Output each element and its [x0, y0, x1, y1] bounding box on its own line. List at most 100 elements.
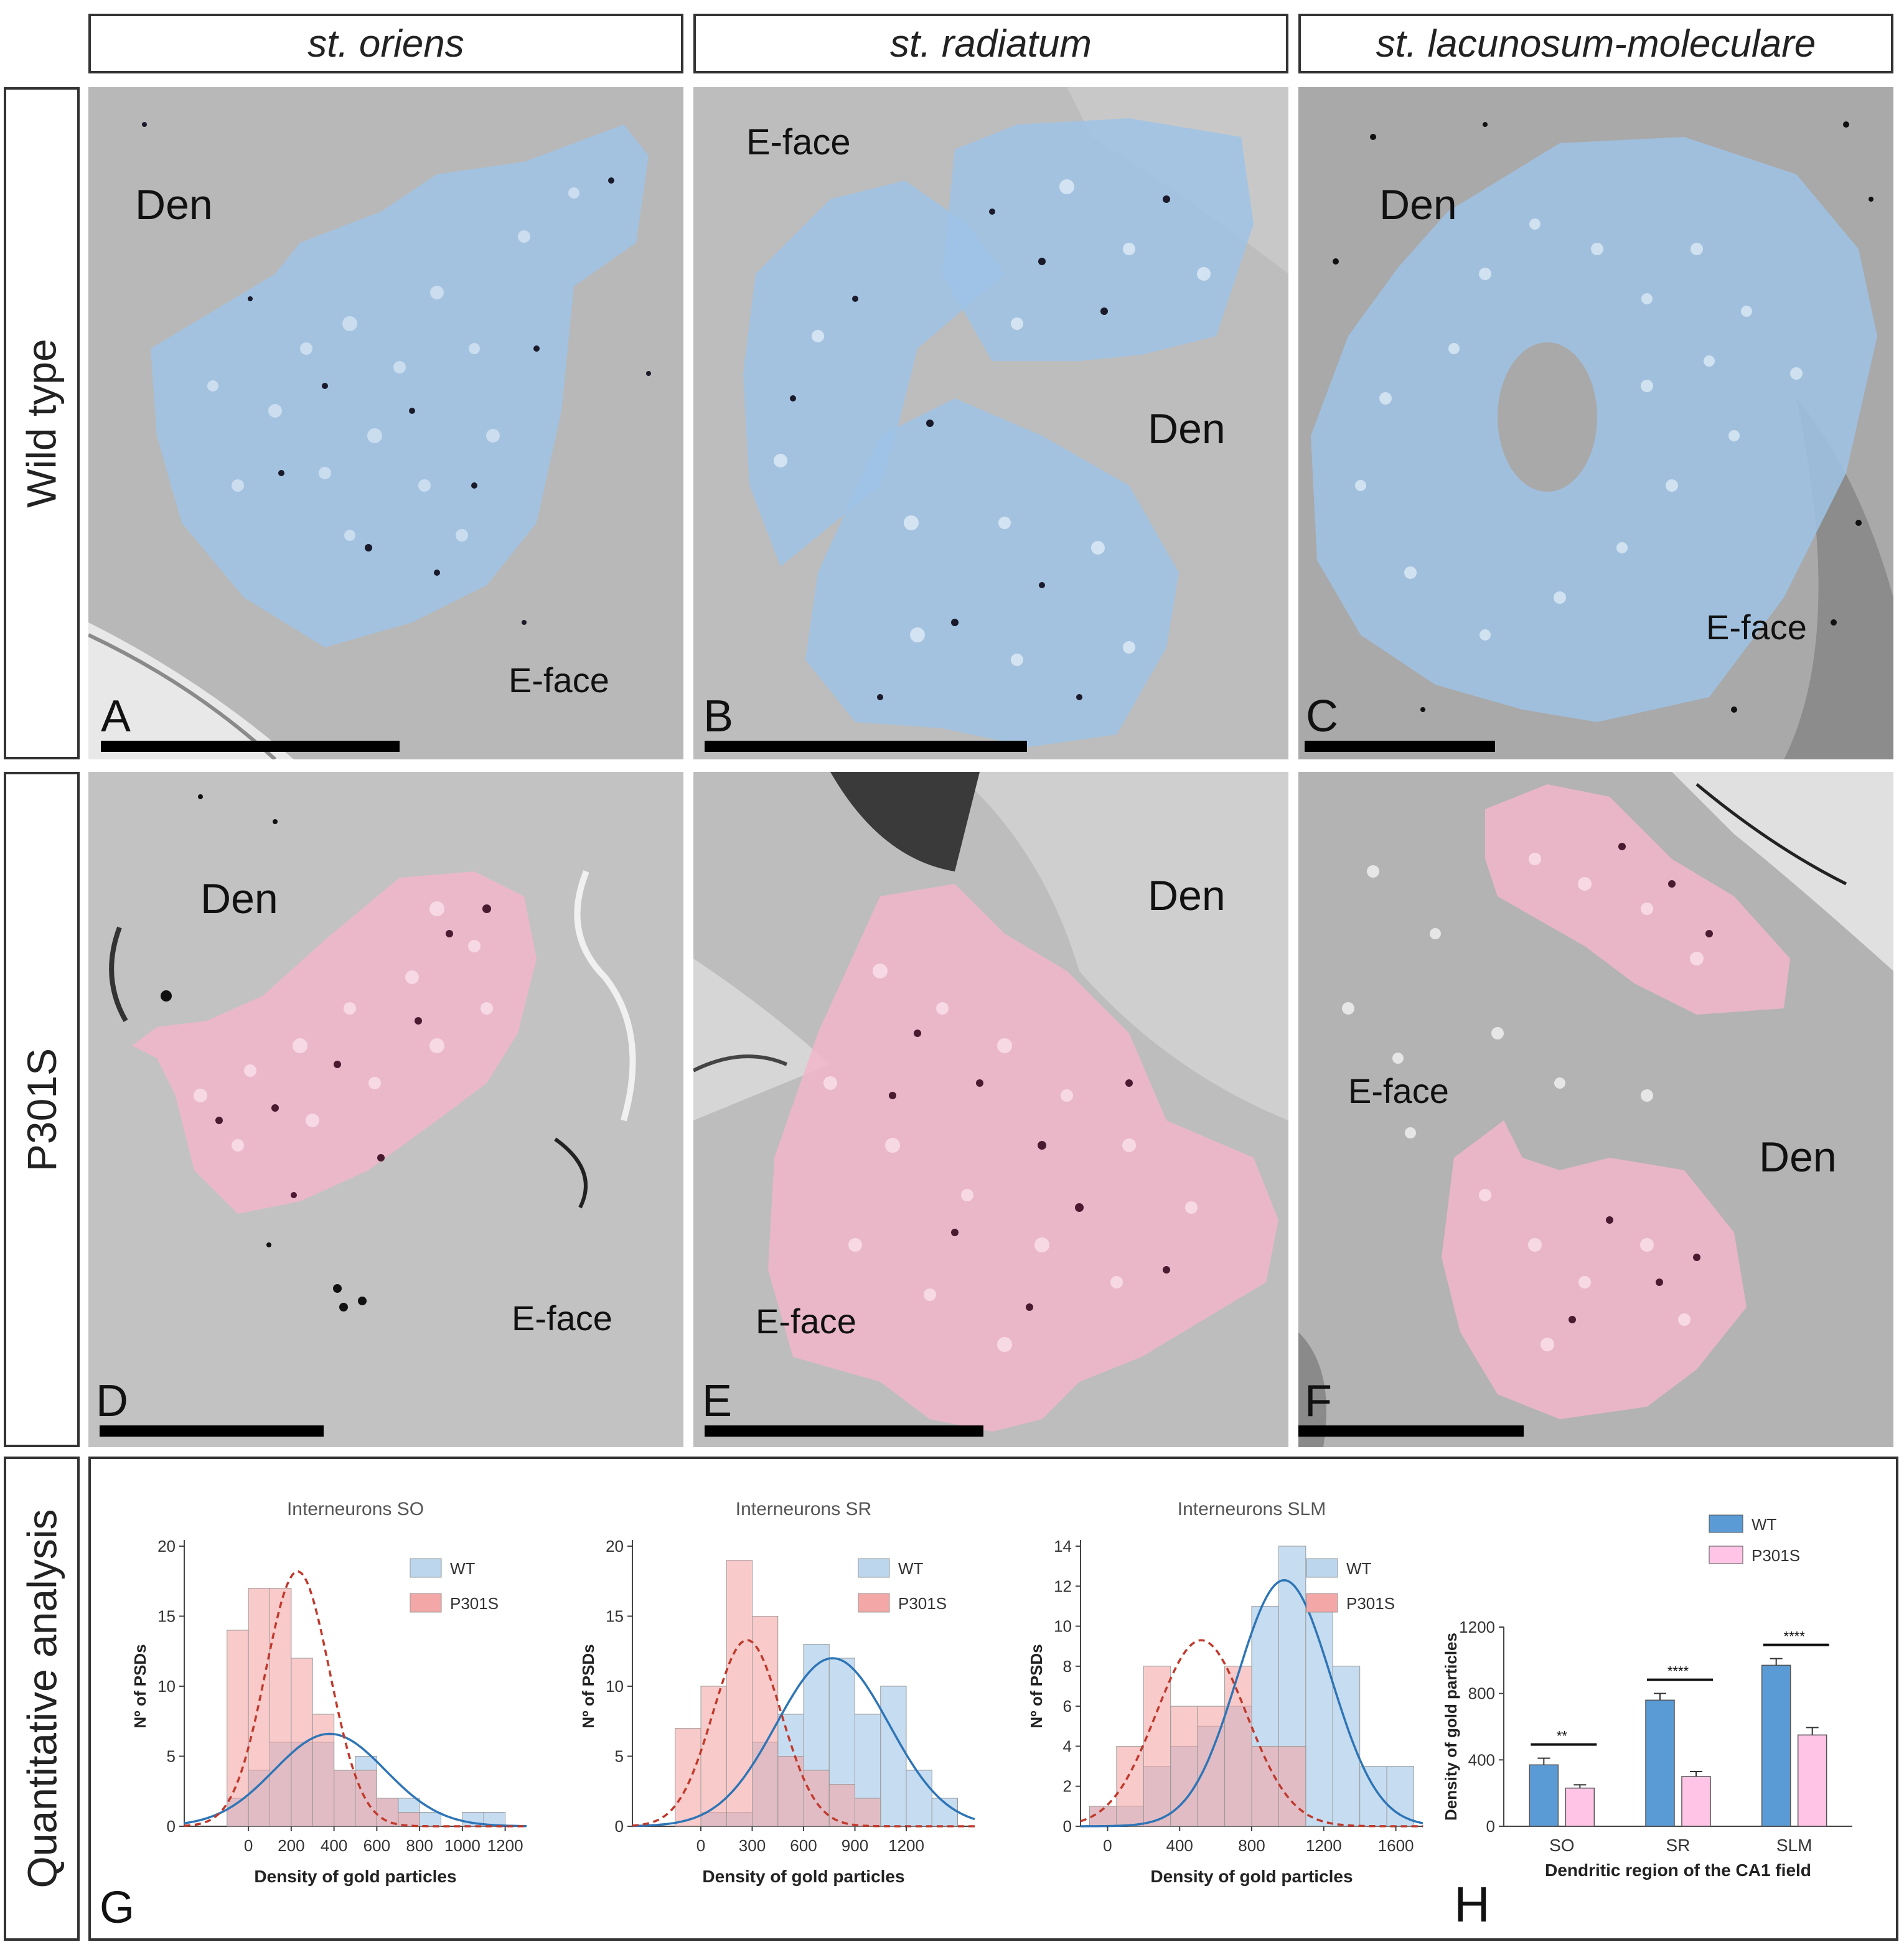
x-tick-label: 400: [321, 1836, 347, 1855]
bar-wt-sr: [1645, 1699, 1675, 1827]
scale-bar: [705, 741, 1027, 752]
x-axis-label: Density of gold particles: [702, 1867, 904, 1886]
x-tick-label: 600: [363, 1836, 390, 1855]
hist-bar-p301s: [675, 1728, 701, 1827]
hist-bar-p301s: [700, 1686, 727, 1827]
column-header-radiatum: st. radiatum: [693, 14, 1288, 73]
panel-letter-c: C: [1306, 692, 1338, 741]
hist-bar-wt: [1359, 1766, 1387, 1827]
bar-wt-so: [1529, 1764, 1559, 1827]
label-eface: E-face: [512, 1298, 612, 1338]
legend-label: P301S: [898, 1594, 947, 1613]
chart-title: Interneurons SO: [287, 1499, 424, 1519]
fit-curve-wt: [632, 1657, 975, 1828]
y-tick-label: 10: [606, 1677, 624, 1696]
micrograph-e-image: [693, 772, 1288, 1447]
micrograph-a-image: [88, 87, 683, 759]
label-den: Den: [1148, 872, 1226, 919]
hist-bar-p301s: [777, 1756, 804, 1827]
hist-bar-p301s: [291, 1658, 313, 1827]
panel-letter-a: A: [101, 692, 131, 741]
panel-letter-g: G: [100, 1883, 135, 1933]
quantitative-panel: Interneurons SO 0 5 10 15 20 0 200 400 600 800 1000…: [88, 1457, 1898, 1941]
legend-swatch-p301s: [1709, 1546, 1743, 1564]
row-label-text: Wild type: [19, 339, 65, 508]
y-tick-label: 400: [1468, 1750, 1495, 1769]
x-tick-label: 1000: [444, 1836, 481, 1855]
hist-bar-p301s: [1143, 1666, 1171, 1827]
x-tick-label: 600: [790, 1836, 817, 1855]
legend-label: WT: [1752, 1515, 1777, 1534]
y-tick-label: 10: [157, 1677, 176, 1696]
panel-letter-e: E: [702, 1376, 733, 1426]
micrograph-c-image: [1298, 87, 1893, 759]
micrograph-b-image: [693, 87, 1288, 759]
hist-bar-p301s: [1278, 1745, 1306, 1827]
y-tick-label: 2: [1063, 1777, 1072, 1796]
y-tick-label: 1200: [1459, 1618, 1495, 1636]
chart-title: Interneurons SR: [736, 1499, 871, 1519]
x-tick-label: SR: [1666, 1836, 1691, 1855]
x-axis-label: Density of gold particles: [254, 1867, 456, 1886]
legend-swatch-p301s: [410, 1593, 442, 1613]
hist-bar-p301s: [1170, 1706, 1198, 1827]
histogram-slm: Interneurons SLM 0 2 4 6 8 10 12 14 0 400 800 1200 16…: [1027, 1499, 1423, 1886]
row-label-text: Quantitative analysis: [19, 1509, 65, 1889]
x-tick-label: 1200: [1306, 1836, 1342, 1855]
column-header-text: st. oriens: [307, 22, 464, 65]
micrograph-f-image: [1298, 772, 1893, 1447]
panel-letter-f: F: [1305, 1376, 1332, 1426]
micrograph-panel-c: Den E-face C: [1298, 87, 1893, 759]
panel-letter-h: H: [1454, 1877, 1490, 1932]
label-den: Den: [135, 181, 213, 228]
chart-title: Interneurons SLM: [1178, 1499, 1326, 1519]
y-axis-label: Nº of PSDs: [1027, 1644, 1046, 1728]
y-tick-label: 6: [1063, 1697, 1072, 1715]
label-eface: E-face: [1706, 608, 1807, 647]
fit-curve-wt: [184, 1732, 527, 1828]
y-tick-label: 15: [606, 1607, 624, 1626]
hist-bar-p301s: [334, 1770, 356, 1827]
hist-bar-p301s: [726, 1560, 753, 1827]
legend-label: P301S: [1752, 1546, 1800, 1565]
significance-marker: **: [1557, 1729, 1568, 1744]
hist-bar-p301s: [270, 1588, 292, 1827]
x-tick-label: 300: [739, 1836, 766, 1855]
histogram-sr: Interneurons SR 0 5 10 15 20 0 300 600 900 1200 Den…: [579, 1499, 975, 1886]
x-tick-label: 400: [1166, 1836, 1193, 1855]
hist-bar-p301s: [752, 1616, 779, 1827]
scale-bar: [1298, 1425, 1524, 1437]
bar-p301s-sr: [1681, 1776, 1711, 1827]
row-label-quantitative: Quantitative analysis: [4, 1457, 80, 1941]
x-axis-label: Density of gold particles: [1150, 1867, 1353, 1886]
row-label-p301s: P301S: [4, 772, 80, 1447]
hist-bar-wt: [1386, 1766, 1415, 1827]
y-tick-label: 5: [167, 1747, 176, 1766]
x-axis-label: Dendritic region of the CA1 field: [1545, 1860, 1811, 1880]
y-tick-label: 15: [157, 1607, 176, 1626]
legend-swatch-wt: [1306, 1558, 1338, 1578]
y-tick-label: 0: [1486, 1817, 1495, 1836]
column-header-lacunosum: st. lacunosum-moleculare: [1298, 14, 1893, 73]
x-tick-label: 0: [244, 1836, 253, 1855]
row-label-wildtype: Wild type: [4, 87, 80, 759]
hist-bar-wt: [906, 1770, 932, 1827]
micrograph-panel-a: Den E-face A: [88, 87, 683, 759]
hist-bar-p301s: [803, 1770, 830, 1827]
hist-bar-p301s: [828, 1784, 855, 1827]
hist-bar-p301s: [355, 1770, 377, 1827]
y-tick-label: 20: [157, 1537, 176, 1556]
bar-p301s-slm: [1797, 1734, 1827, 1827]
legend-label: P301S: [450, 1594, 499, 1613]
x-tick-label: 1600: [1378, 1836, 1414, 1855]
hist-bar-p301s: [312, 1714, 335, 1827]
x-tick-label: 1200: [487, 1836, 523, 1855]
hist-bar-p301s: [376, 1798, 399, 1827]
legend-label: WT: [1346, 1559, 1372, 1578]
y-tick-label: 10: [1054, 1617, 1072, 1636]
y-tick-label: 14: [1054, 1537, 1072, 1556]
bar-chart-h: 0 400 800 1200 ** SO **** SR **** SLM Dendritic re…: [1442, 1514, 1852, 1880]
y-tick-label: 0: [615, 1817, 624, 1836]
y-tick-label: 800: [1468, 1684, 1495, 1703]
